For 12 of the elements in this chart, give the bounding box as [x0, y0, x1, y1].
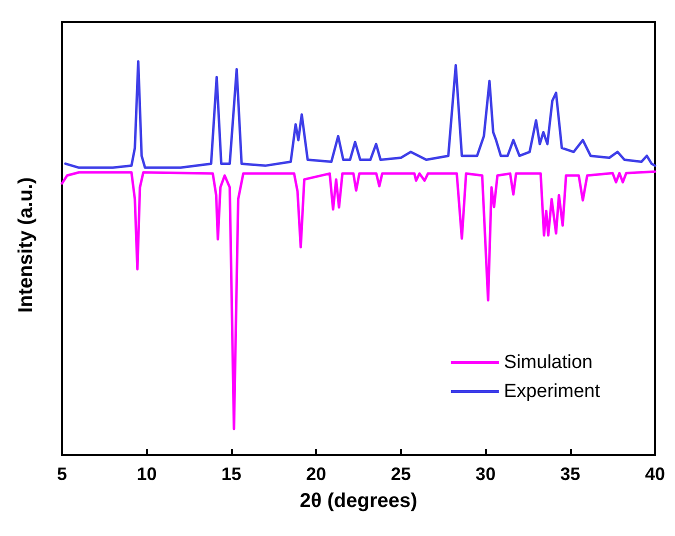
x-tick-label: 15 [221, 464, 242, 484]
x-tick-label: 5 [56, 464, 68, 484]
legend-label: Simulation [504, 352, 593, 373]
x-tick-label: 40 [644, 464, 666, 484]
x-tick-label: 20 [306, 464, 326, 484]
legend-label: Experiment [504, 381, 601, 402]
x-tick-label: 10 [136, 464, 157, 484]
x-tick-label: 35 [560, 464, 580, 484]
x-axis-title: 2θ (degrees) [300, 490, 418, 512]
x-tick-label: 30 [476, 464, 496, 484]
y-axis-title: Intensity (a.u.) [15, 177, 37, 313]
x-tick-label: 25 [390, 464, 411, 484]
